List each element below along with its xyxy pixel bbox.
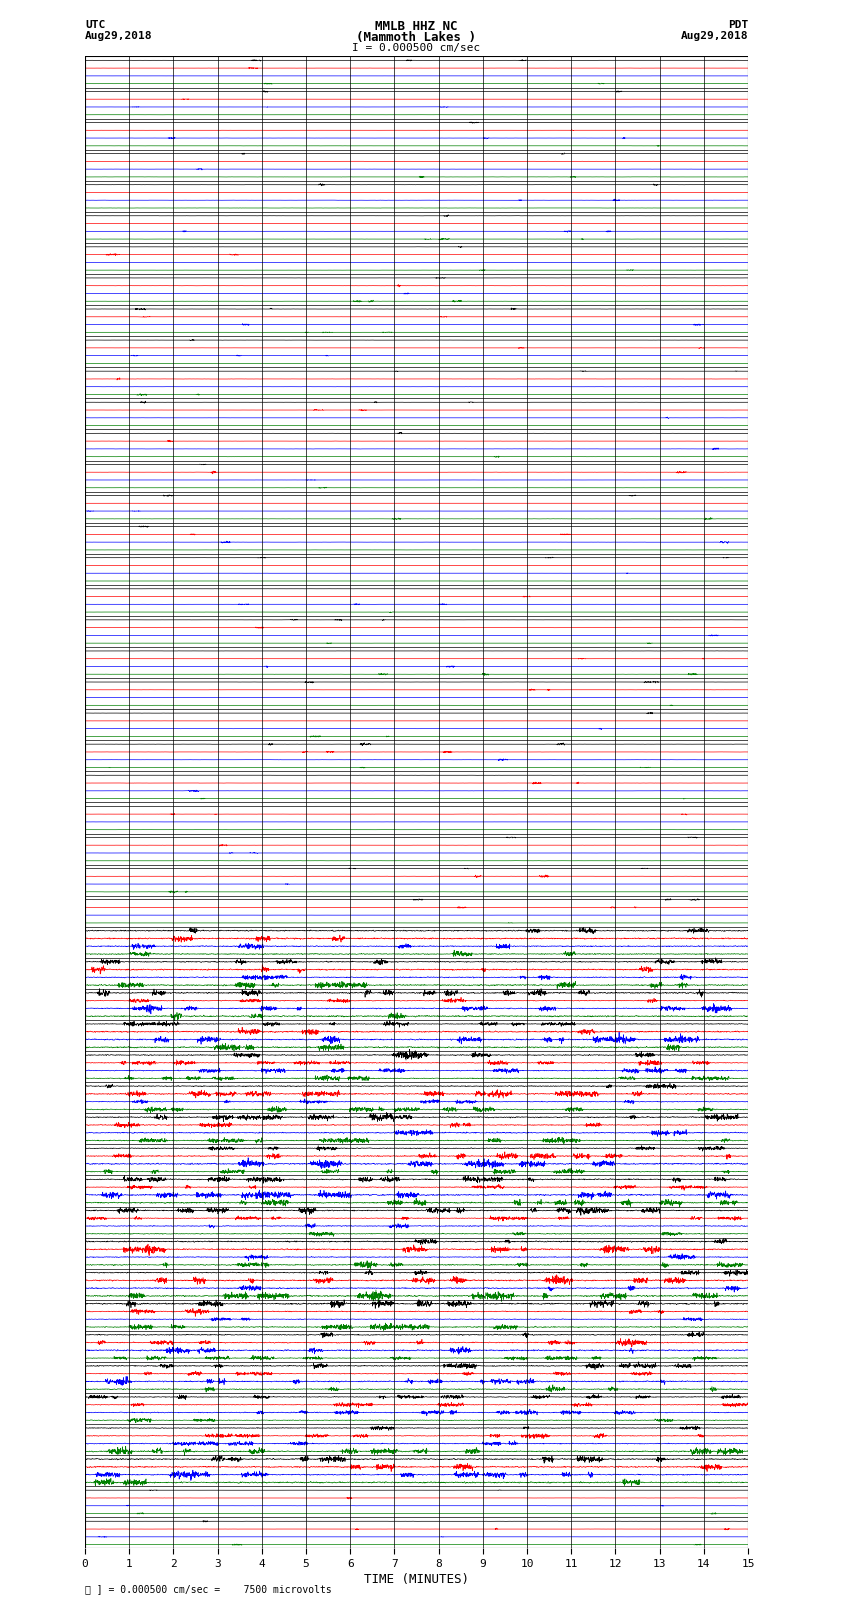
Text: MMLB HHZ NC: MMLB HHZ NC (375, 19, 458, 34)
Text: PDT: PDT (728, 19, 748, 31)
Text: ␤ ] = 0.000500 cm/sec =    7500 microvolts: ␤ ] = 0.000500 cm/sec = 7500 microvolts (85, 1584, 332, 1594)
Text: I = 0.000500 cm/sec: I = 0.000500 cm/sec (353, 44, 480, 53)
Text: Aug29,2018: Aug29,2018 (681, 31, 748, 42)
Text: Aug29,2018: Aug29,2018 (85, 31, 152, 42)
Text: (Mammoth Lakes ): (Mammoth Lakes ) (356, 31, 477, 45)
Text: UTC: UTC (85, 19, 105, 31)
X-axis label: TIME (MINUTES): TIME (MINUTES) (364, 1573, 469, 1586)
